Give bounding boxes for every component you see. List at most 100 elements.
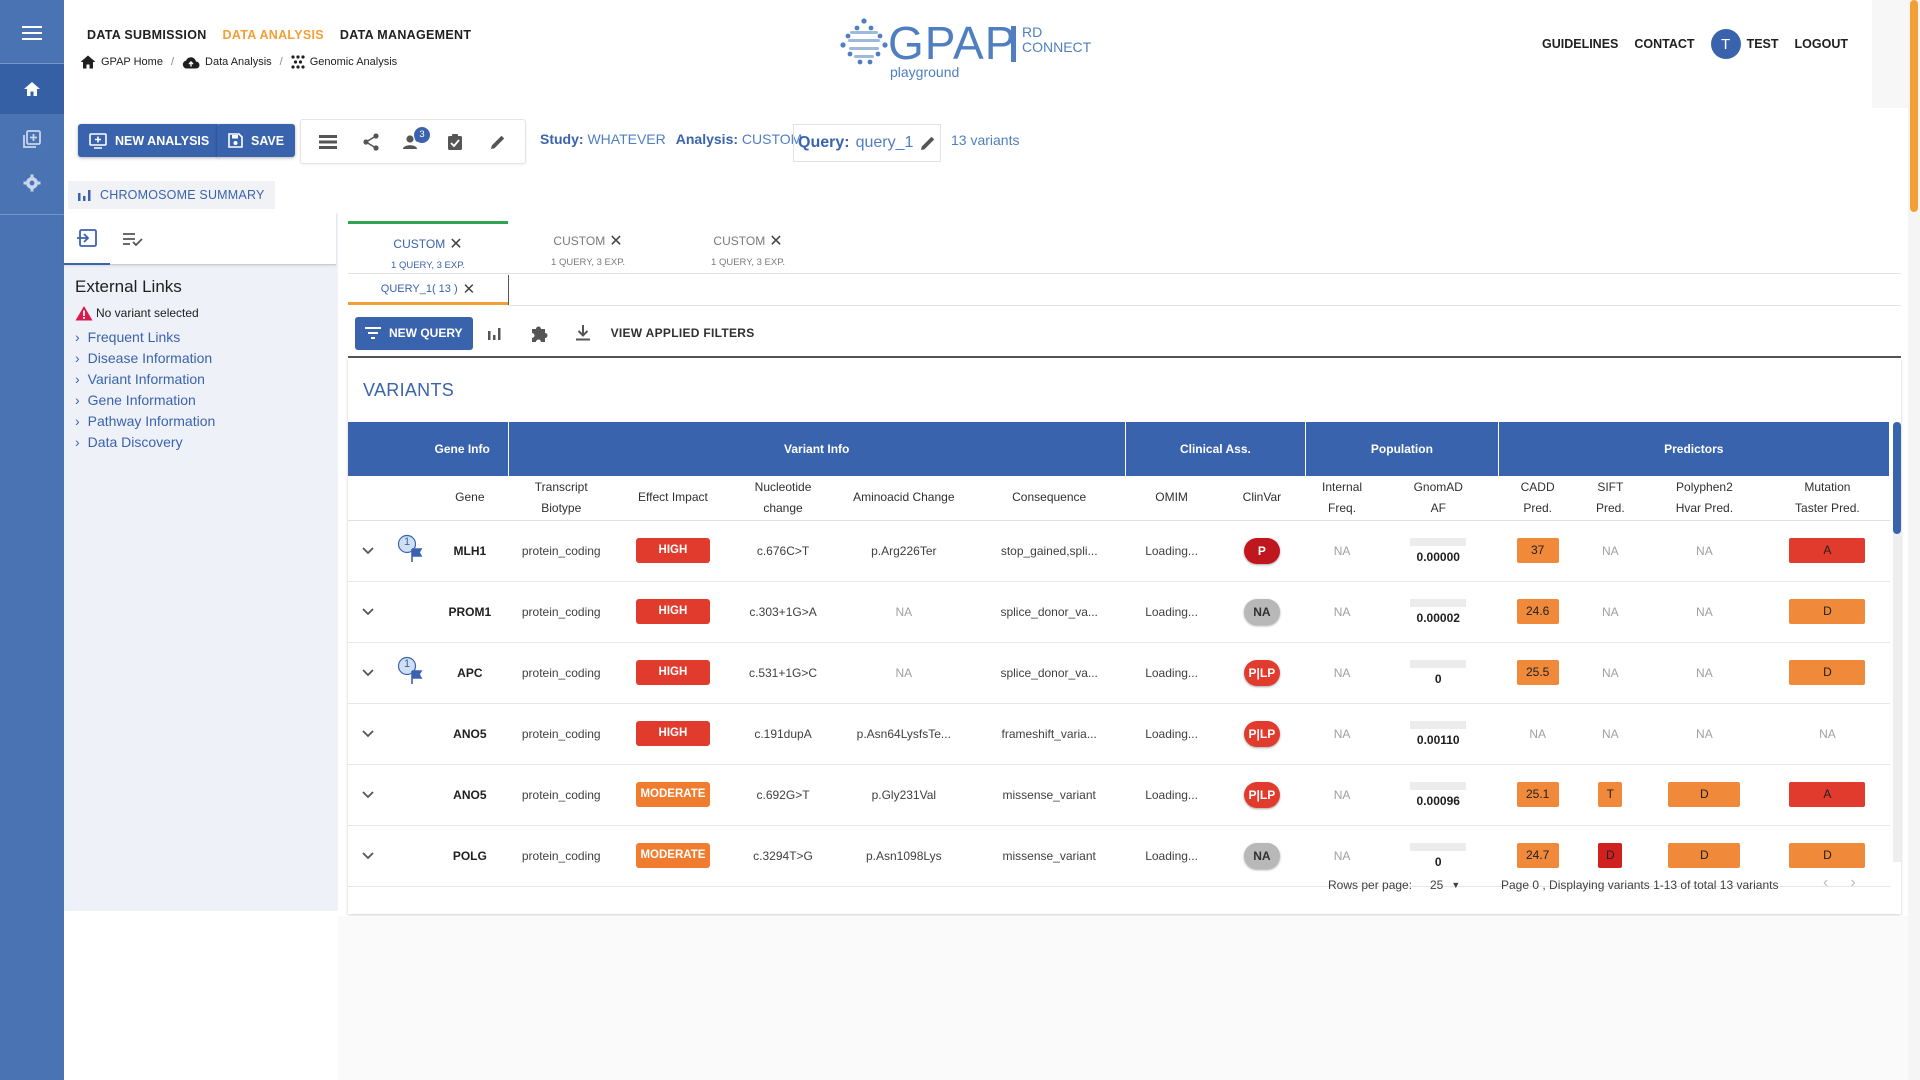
table-row[interactable]: POLG protein_coding MODERATE c.3294T>G p.Asn… bbox=[348, 825, 1890, 887]
chevron-down-icon[interactable] bbox=[362, 729, 374, 738]
table-row[interactable]: PROM1 protein_coding HIGH c.303+1G>A NA splic… bbox=[348, 581, 1890, 643]
home-rail-button[interactable] bbox=[0, 64, 64, 114]
tab-checklist[interactable] bbox=[110, 213, 156, 265]
gene-cell[interactable]: ANO5 bbox=[431, 703, 509, 765]
tab-analysis-1[interactable]: CUSTOM ✕ 1 QUERY, 3 EXP. bbox=[348, 221, 508, 273]
list-button[interactable] bbox=[313, 127, 343, 157]
chevron-down-icon[interactable] bbox=[362, 668, 374, 677]
col-sift[interactable]: SIFT Pred. bbox=[1577, 476, 1644, 521]
link-data-discovery[interactable]: › Data Discovery bbox=[75, 432, 215, 453]
tab-external-links[interactable] bbox=[64, 213, 110, 265]
gnomad-cell: 0.00002 bbox=[1378, 581, 1499, 643]
clinvar-badge[interactable]: P|LP bbox=[1243, 781, 1280, 808]
nav-data-submission[interactable]: DATA SUBMISSION bbox=[87, 28, 207, 42]
close-icon[interactable]: ✕ bbox=[449, 236, 463, 253]
clinvar-badge[interactable]: P|LP bbox=[1243, 720, 1280, 747]
nav-data-management[interactable]: DATA MANAGEMENT bbox=[339, 28, 472, 42]
tab-analysis-3[interactable]: CUSTOM ✕ 1 QUERY, 3 EXP. bbox=[711, 233, 785, 268]
query-name-field[interactable]: Query: query_1 bbox=[793, 124, 941, 162]
col-aminoacid[interactable]: Aminoacid Change bbox=[834, 476, 974, 521]
close-icon[interactable]: ✕ bbox=[769, 233, 783, 250]
view-applied-filters-button[interactable]: VIEW APPLIED FILTERS bbox=[610, 326, 755, 340]
col-gene[interactable]: Gene bbox=[431, 476, 509, 521]
col-impact[interactable]: Effect Impact bbox=[614, 476, 732, 521]
flag-icon[interactable]: 1 bbox=[395, 534, 425, 564]
user-name[interactable]: TEST bbox=[1746, 37, 1779, 51]
chevron-down-icon[interactable] bbox=[362, 851, 374, 860]
share-button[interactable] bbox=[356, 127, 386, 157]
save-button[interactable]: SAVE bbox=[217, 124, 296, 157]
pencil-icon[interactable] bbox=[920, 135, 936, 151]
participants-button[interactable]: 3 bbox=[398, 126, 430, 157]
close-icon[interactable]: ✕ bbox=[609, 233, 623, 250]
internal-freq-cell: NA bbox=[1305, 642, 1379, 704]
new-query-button[interactable]: NEW QUERY bbox=[355, 316, 473, 350]
link-variant-information[interactable]: › Variant Information bbox=[75, 369, 215, 390]
gene-cell[interactable]: APC bbox=[431, 642, 509, 704]
rows-per-page-select[interactable]: 25 ▼ bbox=[1430, 878, 1461, 892]
tab-analysis-2[interactable]: CUSTOM ✕ 1 QUERY, 3 EXP. bbox=[551, 233, 625, 268]
warning-icon bbox=[75, 306, 93, 321]
gene-cell[interactable]: ANO5 bbox=[431, 764, 509, 826]
col-nucleotide[interactable]: Nucleotide change bbox=[731, 476, 835, 521]
nav-data-analysis[interactable]: DATA ANALYSIS bbox=[222, 28, 324, 42]
logout-link[interactable]: LOGOUT bbox=[1794, 37, 1848, 51]
col-omim[interactable]: OMIM bbox=[1125, 476, 1219, 521]
col-gnomad-af[interactable]: GnomAD AF bbox=[1378, 476, 1499, 521]
menu-button[interactable] bbox=[0, 8, 64, 58]
breadcrumb-data-analysis[interactable]: Data Analysis bbox=[182, 56, 272, 69]
col-clinvar[interactable]: ClinVar bbox=[1218, 476, 1306, 521]
gene-cell[interactable]: POLG bbox=[431, 825, 509, 887]
table-row[interactable]: ANO5 protein_coding MODERATE c.692G>T p.Gly2… bbox=[348, 764, 1890, 826]
chart-button[interactable] bbox=[473, 317, 517, 350]
link-pathway-information[interactable]: › Pathway Information bbox=[75, 411, 215, 432]
link-gene-information[interactable]: › Gene Information bbox=[75, 390, 215, 411]
gpap-logo[interactable]: GPAP RD CONNECT playground bbox=[840, 16, 1100, 82]
table-row[interactable]: 1 MLH1 protein_coding HIGH c.676C>T p.Arg226T… bbox=[348, 520, 1890, 582]
chevron-down-icon[interactable] bbox=[362, 607, 374, 616]
avatar[interactable]: T bbox=[1710, 29, 1741, 59]
chevron-down-icon[interactable] bbox=[362, 790, 374, 799]
new-analysis-button[interactable]: NEW ANALYSIS bbox=[78, 124, 221, 157]
link-frequent-links[interactable]: › Frequent Links bbox=[75, 327, 215, 348]
clinvar-badge[interactable]: NA bbox=[1243, 842, 1280, 869]
col-cadd[interactable]: CADD Pred. bbox=[1498, 476, 1578, 521]
close-icon[interactable]: ✕ bbox=[462, 280, 476, 298]
clinvar-badge[interactable]: NA bbox=[1243, 598, 1280, 625]
menu-icon bbox=[22, 26, 42, 40]
chromosome-summary-button[interactable]: CHROMOSOME SUMMARY bbox=[68, 181, 275, 209]
table-scrollbar[interactable] bbox=[1893, 422, 1901, 862]
col-mutation-taster[interactable]: Mutation Taster Pred. bbox=[1765, 476, 1890, 521]
nucleotide-cell: c.191dupA bbox=[731, 703, 835, 765]
guidelines-link[interactable]: GUIDELINES bbox=[1541, 37, 1619, 51]
next-page-button[interactable]: › bbox=[1850, 874, 1856, 891]
flag-icon[interactable]: 1 bbox=[395, 656, 425, 686]
link-disease-information[interactable]: › Disease Information bbox=[75, 348, 215, 369]
col-biotype[interactable]: Transcript Biotype bbox=[508, 476, 615, 521]
gene-cell[interactable]: MLH1 bbox=[431, 520, 509, 582]
col-internal-freq[interactable]: Internal Freq. bbox=[1305, 476, 1379, 521]
clinvar-badge[interactable]: P bbox=[1243, 537, 1280, 564]
col-polyphen[interactable]: Polyphen2 Hvar Pred. bbox=[1643, 476, 1766, 521]
chevron-down-icon[interactable] bbox=[362, 546, 374, 555]
prev-page-button[interactable]: ‹ bbox=[1823, 874, 1829, 891]
page-scrollbar[interactable] bbox=[1908, 0, 1920, 1080]
table-row[interactable]: 1 APC protein_coding HIGH c.531+1G>C NA splice… bbox=[348, 642, 1890, 704]
impact-cell: HIGH bbox=[614, 581, 732, 643]
col-consequence[interactable]: Consequence bbox=[973, 476, 1126, 521]
impact-badge: MODERATE bbox=[635, 843, 710, 868]
settings-rail-button[interactable] bbox=[0, 158, 64, 208]
tasks-button[interactable] bbox=[440, 127, 470, 157]
chevron-right-icon: › bbox=[75, 371, 80, 387]
gene-cell[interactable]: PROM1 bbox=[431, 581, 509, 643]
extension-button[interactable] bbox=[517, 317, 561, 350]
breadcrumb-genomic-analysis[interactable]: Genomic Analysis bbox=[291, 55, 397, 69]
library-rail-button[interactable] bbox=[0, 114, 64, 164]
contact-link[interactable]: CONTACT bbox=[1634, 37, 1695, 51]
download-button[interactable] bbox=[561, 317, 605, 350]
edit-button[interactable] bbox=[483, 127, 513, 157]
breadcrumb-home[interactable]: GPAP Home bbox=[80, 55, 163, 69]
clinvar-badge[interactable]: P|LP bbox=[1243, 659, 1280, 686]
table-row[interactable]: ANO5 protein_coding HIGH c.191dupA p.Asn64Ly… bbox=[348, 703, 1890, 765]
tab-query-1[interactable]: QUERY_1( 13 ) ✕ bbox=[348, 275, 508, 305]
